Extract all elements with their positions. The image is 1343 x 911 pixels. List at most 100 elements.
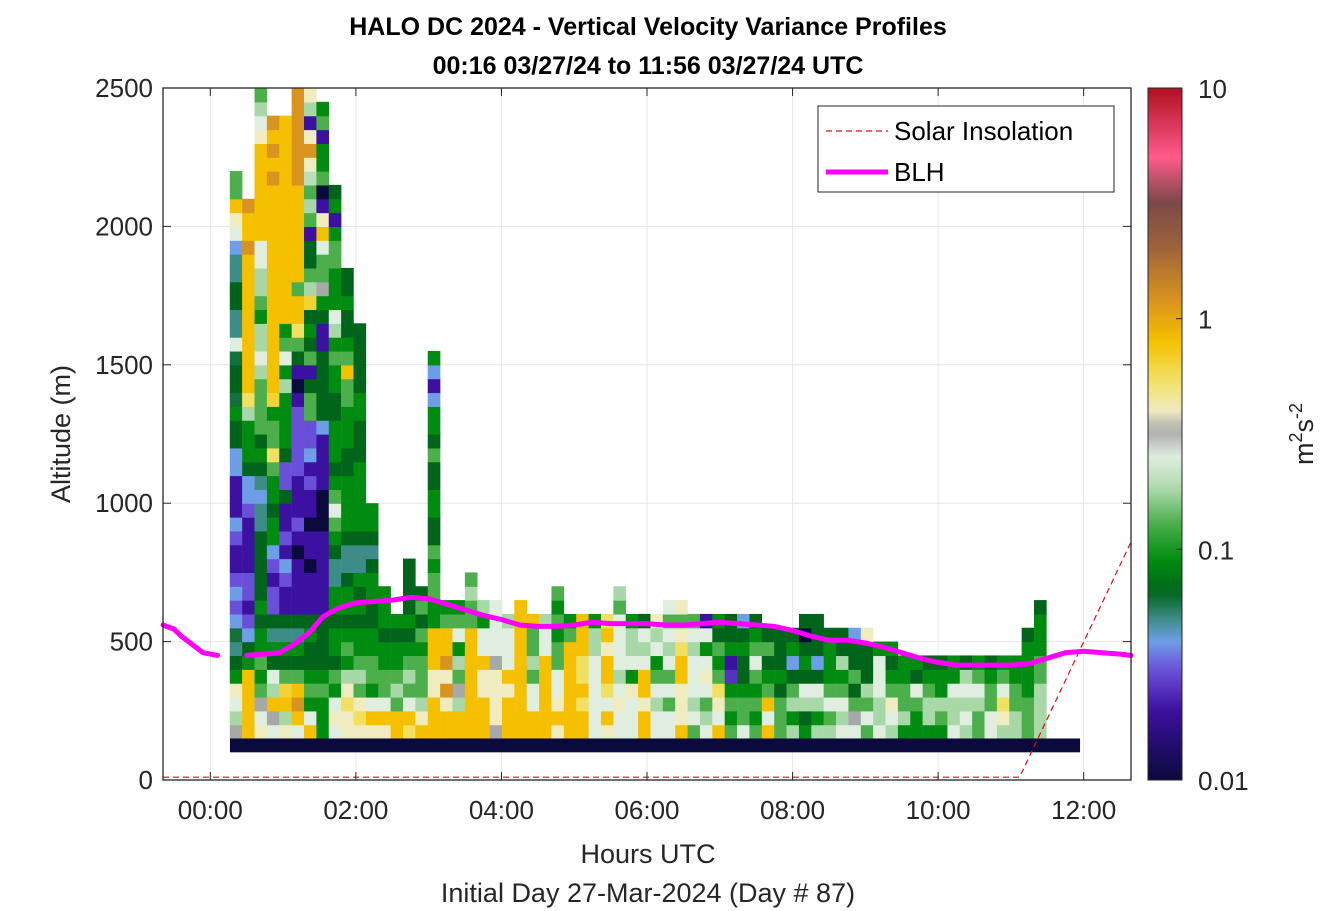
heatmap-cell (316, 337, 329, 352)
heatmap-cell (613, 683, 626, 698)
heatmap-cell (328, 696, 342, 712)
heatmap-cell (638, 641, 651, 657)
heatmap-cell (699, 627, 713, 643)
heatmap-cell (860, 627, 874, 643)
heatmap-cell (563, 724, 577, 740)
heatmap-cell (341, 530, 354, 546)
heatmap-cell (588, 710, 602, 726)
heatmap-cell (304, 710, 317, 726)
heatmap-cell (365, 558, 379, 573)
heatmap-cell (365, 696, 379, 712)
heatmap-cell (242, 323, 255, 338)
heatmap-cell (266, 600, 280, 615)
heatmap-cell (229, 212, 243, 227)
heatmap-cell (464, 641, 478, 657)
heatmap-cell (836, 669, 849, 684)
heatmap-cell (477, 655, 490, 670)
heatmap-cell (551, 696, 565, 712)
heatmap-cell (588, 627, 602, 643)
heatmap-cell (328, 544, 342, 560)
heatmap-cell (316, 710, 329, 726)
heatmap-cell (625, 627, 639, 643)
heatmap-cell (316, 655, 329, 670)
heatmap-cell (229, 254, 243, 269)
heatmap-cell (291, 434, 305, 449)
heatmap-cell (242, 586, 255, 601)
heatmap-cell (229, 696, 243, 712)
heatmap-cell (316, 600, 329, 615)
heatmap-cell (254, 447, 268, 463)
heatmap-cell (786, 724, 800, 740)
heatmap-cell (254, 295, 268, 311)
heatmap-cell (613, 627, 626, 643)
heatmap-cell (724, 724, 738, 740)
heatmap-cell (662, 655, 676, 670)
heatmap-cell (440, 724, 453, 740)
heatmap-cell (600, 669, 614, 684)
heatmap-cell (254, 350, 268, 366)
heatmap-cell (229, 420, 243, 435)
heatmap-cell (551, 683, 565, 698)
heatmap-cell (761, 669, 775, 684)
heatmap-cell (996, 710, 1010, 726)
heatmap-cell (526, 669, 540, 684)
heatmap-cell (625, 724, 639, 740)
heatmap-cell (390, 627, 404, 643)
heatmap-cell (625, 683, 639, 698)
heatmap-cell (563, 627, 577, 643)
heatmap-cell (229, 323, 243, 338)
heatmap-cell (798, 641, 812, 657)
heatmap-cell (563, 669, 577, 684)
heatmap-cell (650, 696, 664, 712)
heatmap-cell (229, 434, 243, 449)
heatmap-cell (254, 434, 268, 449)
heatmap-cell (304, 558, 317, 573)
heatmap-cell (229, 669, 243, 684)
heatmap-cell (403, 710, 416, 726)
heatmap-cell (378, 669, 391, 684)
heatmap-cell (316, 198, 329, 214)
y-tick-label: 2500 (95, 73, 153, 103)
heatmap-cell (687, 724, 701, 740)
heatmap-cell (316, 517, 329, 532)
heatmap-cell (910, 696, 923, 712)
heatmap-cell (291, 475, 305, 490)
heatmap-cell (266, 517, 280, 532)
heatmap-cell (353, 323, 367, 338)
heatmap-cell (798, 683, 812, 698)
heatmap-cell (972, 710, 985, 726)
heatmap-cell (328, 295, 342, 311)
heatmap-cell (737, 641, 750, 657)
heatmap-cell (291, 558, 305, 573)
heatmap-cell (638, 627, 651, 643)
heatmap-cell (328, 530, 342, 546)
heatmap-cell (440, 627, 453, 643)
heatmap-cell (501, 683, 515, 698)
heatmap-cell (229, 378, 243, 394)
heatmap-cell (687, 669, 701, 684)
heatmap-cell (452, 683, 466, 698)
heatmap-cell (279, 212, 292, 227)
heatmap-cell (625, 710, 639, 726)
heatmap-cell (353, 669, 367, 684)
heatmap-cell (365, 641, 379, 657)
heatmap-cell (699, 669, 713, 684)
heatmap-cell (291, 669, 305, 684)
heatmap-cell (501, 641, 515, 657)
colorbar-ticks: 0.01 0.1 1 10 (1176, 74, 1249, 796)
heatmap-cell (229, 350, 243, 366)
heatmap-cell (786, 641, 800, 657)
heatmap-cell (427, 378, 441, 394)
heatmap-cell (328, 198, 342, 214)
heatmap-cell (229, 683, 243, 698)
heatmap-cell (427, 710, 441, 726)
heatmap-cell (378, 683, 391, 698)
heatmap-cell (774, 683, 787, 698)
heatmap-cell (254, 267, 268, 283)
heatmap-cell (266, 420, 280, 435)
heatmap-cell (304, 669, 317, 684)
heatmap-cell (514, 641, 527, 657)
heatmap-cell (687, 710, 701, 726)
heatmap-cell (242, 392, 255, 407)
heatmap-cell (440, 613, 453, 629)
